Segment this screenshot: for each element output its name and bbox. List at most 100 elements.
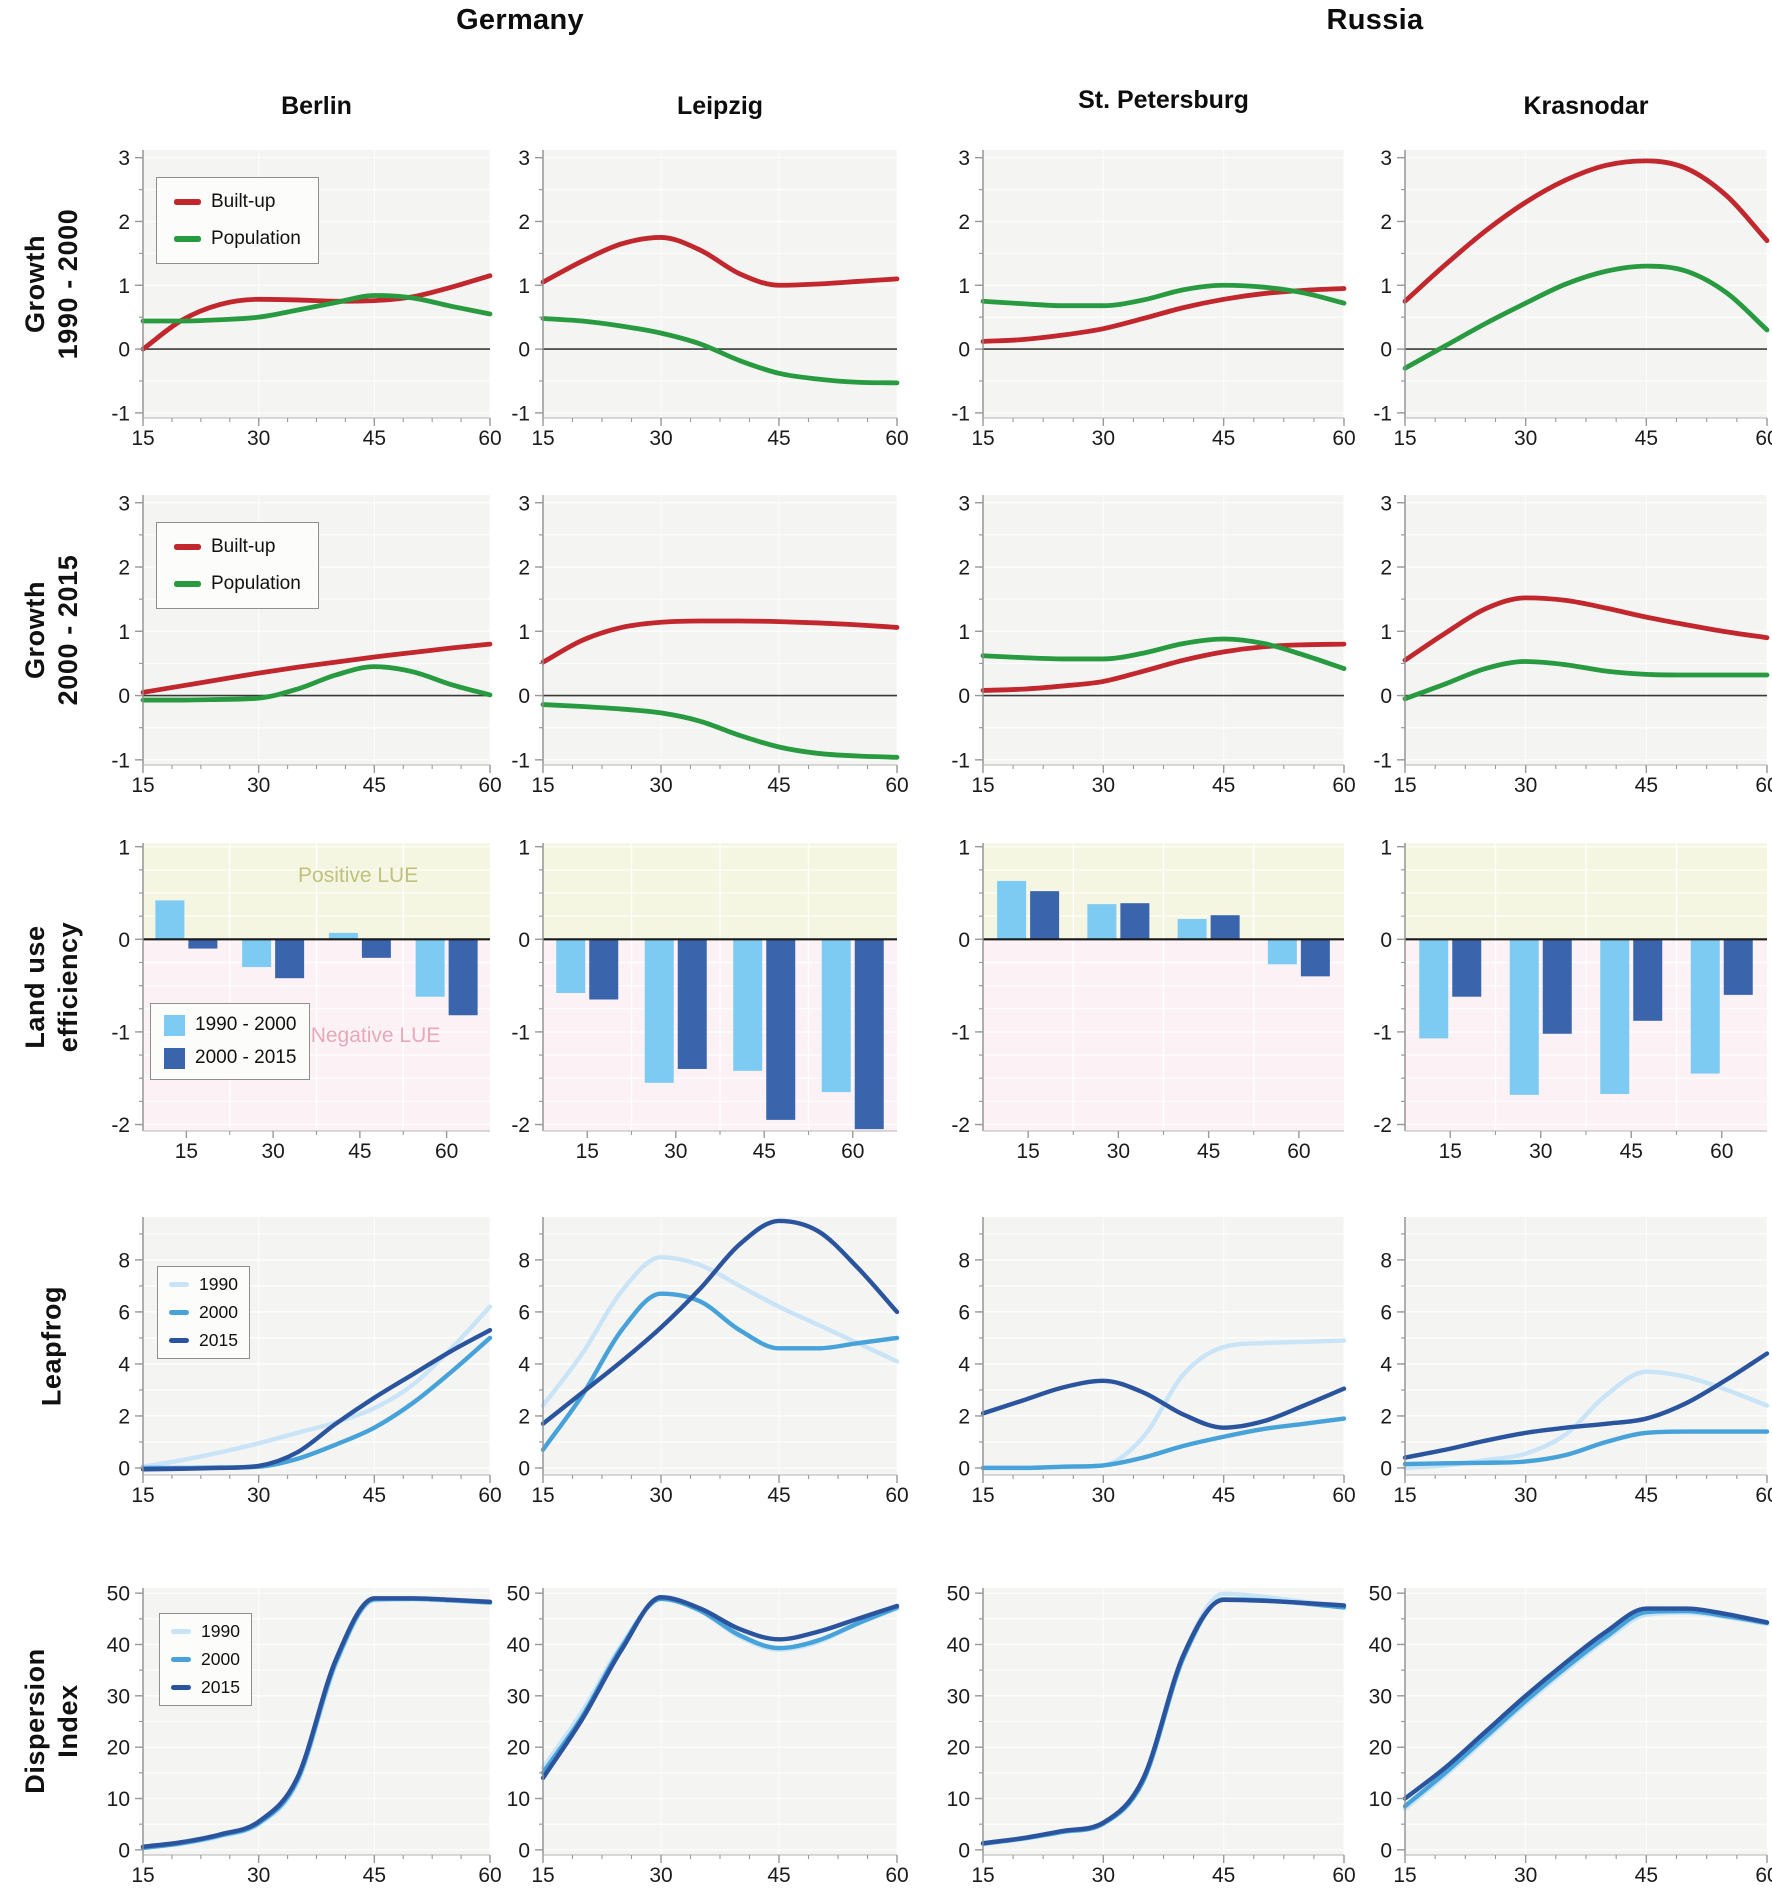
y-tick-label: 1 <box>958 621 970 644</box>
y-tick-label: 6 <box>1380 1301 1392 1324</box>
y-tick-label: 2 <box>118 211 130 234</box>
legend-entry: 1990 <box>169 1274 238 1295</box>
x-tick-label: 45 <box>1212 1864 1235 1887</box>
y-tick-label: 8 <box>518 1249 530 1272</box>
y-tick-label: 3 <box>1380 147 1392 170</box>
row-label-line: efficiency <box>53 921 83 1053</box>
legend-swatch-1990 <box>169 1282 189 1287</box>
x-tick-label: 15 <box>971 427 994 450</box>
chart-leapfrog-leipzig: 8 6 4 2 015 30 45 60 <box>518 1217 909 1507</box>
legend-entry: Built-up <box>174 536 301 558</box>
y-tick-label: 0 <box>118 1839 130 1862</box>
legend-label: 2000 <box>201 1649 240 1669</box>
legend-entry: 1990 <box>171 1621 240 1642</box>
city-title-berlin: Berlin <box>281 92 352 120</box>
x-tick-label: 30 <box>664 1140 687 1163</box>
y-tick-label: 0 <box>118 685 130 708</box>
series-population <box>140 293 493 324</box>
y-tick-label: 10 <box>947 1788 970 1811</box>
plot-background <box>543 495 897 765</box>
y-tick-label: 10 <box>107 1788 130 1811</box>
y-tick-label: 2 <box>958 1406 970 1429</box>
negative-lue-label: Negative LUE <box>311 1024 441 1047</box>
series-built-up <box>1402 158 1770 304</box>
series-2015 <box>540 1595 900 1781</box>
legend-swatch-2000 <box>169 1310 189 1315</box>
series-2015 <box>140 1596 493 1849</box>
x-tick-label: 45 <box>1635 1864 1658 1887</box>
y-tick-label: -1 <box>511 1021 530 1044</box>
legend-swatch-built-up <box>174 544 201 550</box>
x-tick-label: 30 <box>261 1140 284 1163</box>
x-tick-label: 15 <box>1016 1140 1039 1163</box>
x-tick-label: 15 <box>1393 1864 1416 1887</box>
city-title-st-petersburg: St. Petersburg <box>1078 86 1249 114</box>
series-population <box>540 702 900 760</box>
chart-land-use-efficiency-leipzig: 1 0 -1 -2 15 30 45 60 <box>511 836 897 1163</box>
y-tick-label: 2 <box>118 1406 130 1429</box>
x-tick-label: 60 <box>1332 1864 1355 1887</box>
bar-2000-2015-x30 <box>1120 903 1150 940</box>
country-title-russia: Russia <box>1326 4 1424 36</box>
bar-2000-2015-x15 <box>188 939 218 949</box>
series-2015 <box>140 1327 493 1472</box>
chart-growth-1990-2000-st-petersburg: 3 2 1 0 -115 30 45 60 <box>951 147 1355 450</box>
y-tick-label: 6 <box>518 1301 530 1324</box>
y-tick-label: 40 <box>107 1634 130 1657</box>
y-tick-label: 2 <box>518 557 530 580</box>
legend-land-use-efficiency: 1990 - 2000 2000 - 2015 <box>150 1003 311 1080</box>
series-2000 <box>980 1416 1347 1471</box>
legend-swatch-2015 <box>169 1338 189 1343</box>
series-1990 <box>140 1304 493 1469</box>
bar-2000-2015-x30 <box>275 939 305 979</box>
x-tick-label: 45 <box>767 1484 790 1507</box>
x-tick-label: 30 <box>649 1484 672 1507</box>
series-population <box>540 316 900 386</box>
row-label-growth-2000-2015: Growth 2000 - 2015 <box>19 555 85 706</box>
bar-2000-2015-x15 <box>1452 939 1482 997</box>
y-tick-label: 20 <box>1369 1737 1392 1760</box>
x-tick-label: 15 <box>971 774 994 797</box>
row-label-dispersion-index: Dispersion Index <box>19 1648 85 1794</box>
chart-land-use-efficiency-berlin: 1 0 -1 -2 15 30 45 60 Positive LUE Negative LUE <box>111 836 490 1163</box>
legend-entry: Built-up <box>174 191 301 213</box>
y-tick-label: 1 <box>958 275 970 298</box>
y-tick-label: 1 <box>518 275 530 298</box>
y-tick-label: 0 <box>958 685 970 708</box>
x-tick-label: 15 <box>131 427 154 450</box>
series-population <box>140 664 493 703</box>
legend-label: Population <box>211 228 301 249</box>
x-tick-label: 30 <box>1514 1864 1537 1887</box>
bar-1990-2000-x45 <box>1600 939 1630 1094</box>
y-tick-label: 1 <box>118 275 130 298</box>
x-tick-label: 15 <box>131 1864 154 1887</box>
y-tick-label: 8 <box>118 1249 130 1272</box>
x-tick-label: 45 <box>753 1140 776 1163</box>
bar-1990-2000-x45 <box>328 932 358 940</box>
bar-1990-2000-x15 <box>155 900 185 940</box>
bar-2000-2015-x45 <box>766 939 796 1120</box>
series-2000 <box>1402 1608 1770 1809</box>
legend-dispersion-index: 1990 2000 2015 <box>159 1613 252 1706</box>
x-tick-label: 45 <box>363 774 386 797</box>
x-tick-label: 15 <box>131 1484 154 1507</box>
y-tick-label: 0 <box>1380 685 1392 708</box>
bar-2000-2015-x60 <box>448 939 478 1016</box>
row-label-line: Growth <box>20 580 51 680</box>
series-population <box>980 636 1347 671</box>
x-tick-label: 30 <box>1514 427 1537 450</box>
y-tick-label: 0 <box>518 1458 530 1481</box>
plot-background <box>1405 1217 1767 1475</box>
y-tick-label: -1 <box>111 402 130 425</box>
y-tick-label: 2 <box>1380 1406 1392 1429</box>
y-tick-label: 2 <box>118 557 130 580</box>
x-tick-label: 45 <box>1212 774 1235 797</box>
x-tick-label: 30 <box>1092 427 1115 450</box>
bar-1990-2000-x30 <box>1087 904 1117 940</box>
x-tick-label: 60 <box>885 774 908 797</box>
y-tick-label: -2 <box>951 1114 970 1137</box>
x-tick-label: 45 <box>363 427 386 450</box>
y-tick-label: -2 <box>1373 1114 1392 1137</box>
series-2015 <box>980 1597 1347 1846</box>
